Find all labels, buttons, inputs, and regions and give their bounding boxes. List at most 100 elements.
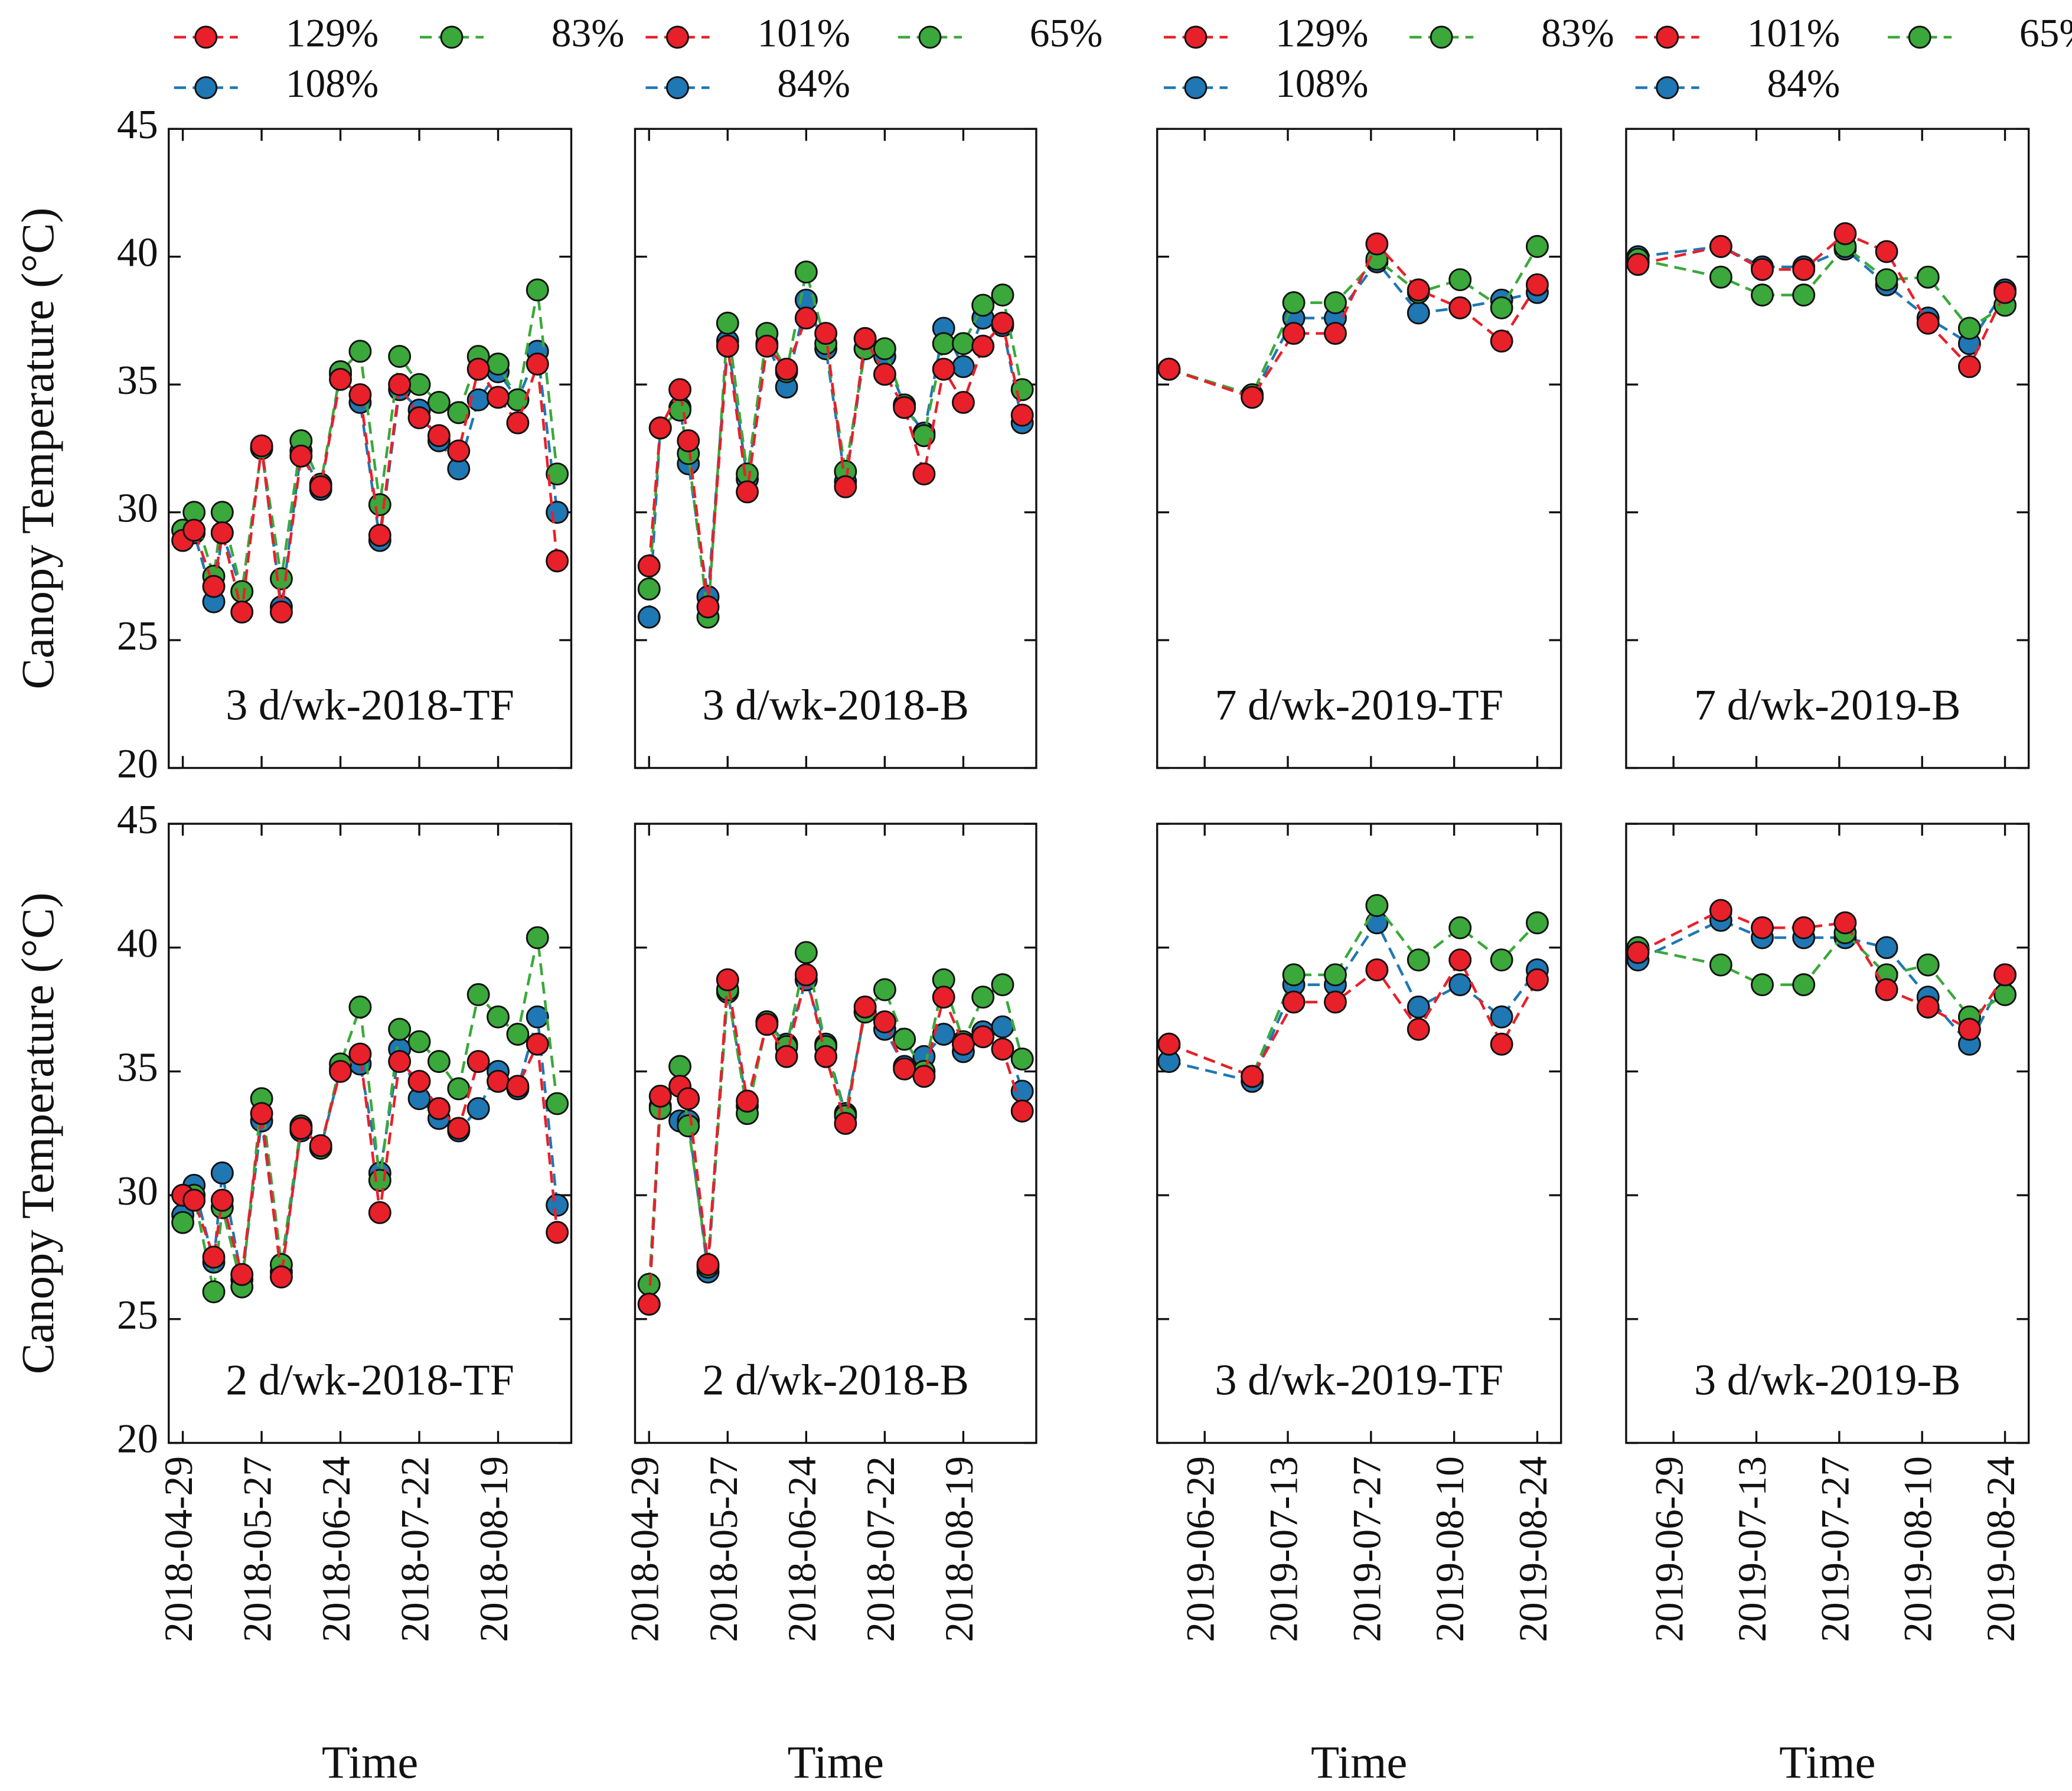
x-tick-label: 2019-08-10 bbox=[1896, 1456, 1940, 1642]
data-point bbox=[1993, 280, 2017, 304]
data-point bbox=[1751, 916, 1774, 939]
x-tick-label: 2019-07-13 bbox=[1261, 1456, 1306, 1642]
data-point bbox=[1957, 1017, 1981, 1041]
legend-label: 108% bbox=[1275, 61, 1368, 106]
data-point bbox=[1407, 301, 1430, 325]
y-axis-label: Canopy Temperature (°C) bbox=[12, 892, 64, 1374]
legend-marker bbox=[1656, 25, 1679, 49]
y-tick-label: 45 bbox=[117, 797, 158, 843]
panel-title: 3 d/wk-2019-B bbox=[1694, 1356, 1961, 1405]
data-point bbox=[736, 480, 759, 504]
data-point bbox=[736, 1089, 759, 1113]
data-point bbox=[210, 1161, 234, 1185]
data-point bbox=[1323, 963, 1347, 987]
data-point bbox=[289, 444, 313, 468]
plot-frame bbox=[1625, 128, 2030, 769]
data-point bbox=[210, 1189, 234, 1212]
x-tick-label: 2018-06-24 bbox=[780, 1456, 824, 1642]
data-point bbox=[348, 383, 372, 406]
data-point bbox=[368, 493, 391, 517]
data-point bbox=[368, 1169, 391, 1192]
data-point bbox=[309, 1134, 332, 1157]
data-point bbox=[230, 1262, 254, 1286]
legend-marker bbox=[194, 76, 218, 99]
data-point bbox=[1875, 240, 1898, 263]
data-point bbox=[1323, 990, 1347, 1014]
data-point bbox=[1957, 355, 1981, 379]
data-point bbox=[1365, 893, 1389, 917]
panel-title: 2 d/wk-2018-B bbox=[702, 1356, 969, 1405]
data-point bbox=[1751, 257, 1774, 281]
data-point bbox=[269, 600, 293, 624]
y-tick-label: 20 bbox=[117, 1416, 158, 1461]
data-point bbox=[794, 963, 818, 987]
data-point bbox=[466, 983, 490, 1006]
data-point bbox=[696, 1253, 720, 1276]
y-tick-label: 30 bbox=[117, 486, 158, 531]
data-point bbox=[526, 278, 549, 302]
data-point bbox=[269, 567, 293, 591]
data-point bbox=[1792, 973, 1816, 997]
data-point bbox=[932, 1023, 955, 1046]
data-point bbox=[348, 995, 372, 1019]
data-point bbox=[991, 1038, 1014, 1061]
panel-title: 3 d/wk-2018-TF bbox=[226, 681, 514, 730]
data-point bbox=[1993, 963, 2017, 987]
data-point bbox=[991, 1015, 1014, 1039]
data-point bbox=[873, 1010, 896, 1033]
x-tick-label: 2019-06-29 bbox=[1647, 1456, 1692, 1642]
data-point bbox=[329, 1059, 353, 1083]
data-point bbox=[1407, 995, 1430, 1019]
data-point bbox=[893, 396, 916, 419]
data-point bbox=[506, 1075, 530, 1098]
data-point bbox=[1448, 268, 1472, 292]
data-point bbox=[951, 332, 975, 355]
data-point bbox=[1490, 1032, 1513, 1056]
y-tick-label: 25 bbox=[117, 614, 158, 659]
data-point bbox=[637, 578, 661, 601]
data-point bbox=[677, 1087, 700, 1110]
data-point bbox=[1282, 291, 1306, 315]
data-point bbox=[171, 1211, 195, 1234]
data-point bbox=[893, 1027, 916, 1051]
legend-marker bbox=[1184, 76, 1208, 99]
data-point bbox=[269, 1265, 293, 1288]
data-point bbox=[1709, 265, 1732, 289]
x-tick-label: 2018-05-27 bbox=[236, 1456, 280, 1642]
data-point bbox=[1365, 232, 1389, 256]
data-point bbox=[487, 1005, 510, 1029]
legend-label: 101% bbox=[1747, 11, 1840, 55]
plot-frame bbox=[1625, 823, 2030, 1444]
data-point bbox=[427, 424, 451, 448]
data-point bbox=[447, 1077, 471, 1101]
series-line bbox=[182, 345, 559, 608]
y-tick-label: 35 bbox=[117, 1045, 158, 1090]
data-point bbox=[202, 1280, 226, 1304]
data-point bbox=[1241, 386, 1264, 409]
data-point bbox=[834, 475, 857, 498]
data-point bbox=[912, 462, 936, 486]
data-point bbox=[506, 411, 530, 435]
x-tick-label: 2019-07-27 bbox=[1813, 1456, 1857, 1642]
x-tick-label: 2018-06-24 bbox=[314, 1456, 358, 1642]
x-tick-label: 2019-07-13 bbox=[1730, 1456, 1774, 1642]
data-point bbox=[546, 501, 569, 524]
data-point bbox=[407, 373, 431, 396]
data-point bbox=[1833, 911, 1857, 935]
y-tick-label: 35 bbox=[117, 358, 158, 403]
data-point bbox=[1709, 899, 1732, 922]
legend-label: 84% bbox=[777, 61, 850, 106]
data-point bbox=[1525, 273, 1549, 296]
data-point bbox=[991, 283, 1014, 307]
x-axis-label: Time bbox=[1779, 1737, 1875, 1789]
data-point bbox=[932, 332, 955, 355]
data-point bbox=[309, 475, 332, 498]
data-point bbox=[1323, 291, 1347, 315]
y-tick-label: 25 bbox=[117, 1293, 158, 1338]
data-point bbox=[951, 390, 975, 414]
data-point bbox=[526, 1005, 549, 1029]
data-point bbox=[1490, 296, 1513, 319]
data-point bbox=[487, 386, 510, 409]
data-point bbox=[1709, 234, 1732, 258]
